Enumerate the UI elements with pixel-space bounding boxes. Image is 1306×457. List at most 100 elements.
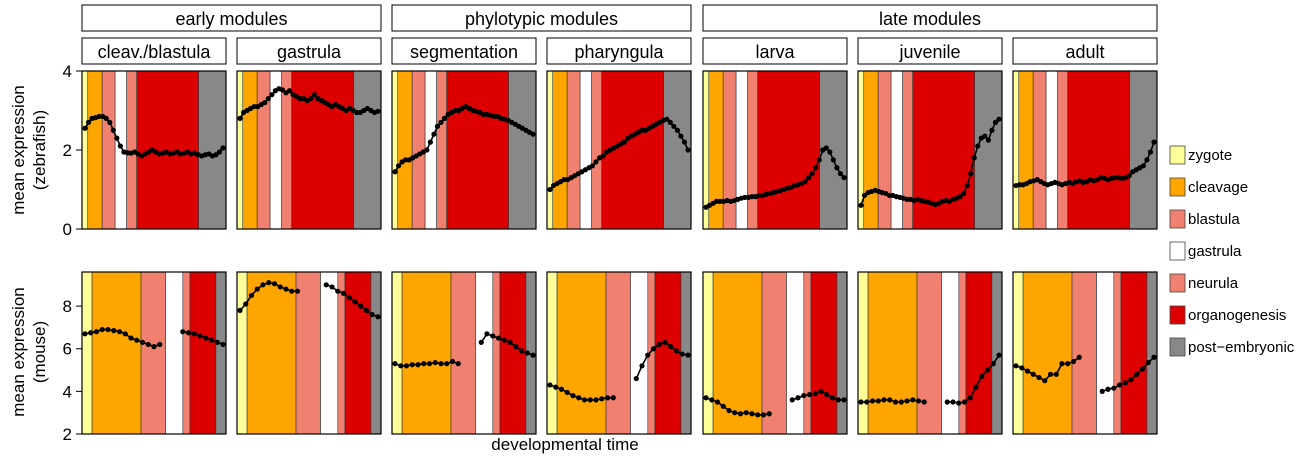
legend-swatch-zygote xyxy=(1169,145,1186,165)
panel-border xyxy=(391,271,537,435)
data-point xyxy=(858,399,864,405)
data-point xyxy=(145,341,151,348)
data-point xyxy=(220,341,226,348)
panel-border xyxy=(546,70,692,230)
stage-band-gastrula xyxy=(890,70,903,230)
panel-zebrafish-4 xyxy=(702,70,848,230)
data-point xyxy=(237,115,243,121)
y-axis-label-zebrafish-line2: (zebrafish) xyxy=(30,110,49,190)
data-point xyxy=(967,395,973,401)
data-point xyxy=(289,288,295,294)
data-point xyxy=(444,361,450,367)
data-point xyxy=(277,284,283,290)
y-axis-label-mouse-line2: (mouse) xyxy=(30,321,49,383)
group-strip-label-late: late modules xyxy=(879,9,981,29)
data-point xyxy=(478,339,484,345)
data-point xyxy=(985,137,991,143)
stage-band-organogenesis xyxy=(1067,70,1130,230)
data-point xyxy=(841,175,847,181)
data-point xyxy=(973,384,979,390)
module-strip-juvenile xyxy=(857,37,1003,65)
panel-border xyxy=(236,271,382,435)
stage-band-blastula xyxy=(1032,70,1047,230)
data-point xyxy=(431,131,437,137)
data-point xyxy=(881,397,887,403)
module-strip-pharyngula xyxy=(546,37,692,65)
stage-band-postembryonic xyxy=(215,271,227,435)
y-tick-label-mouse: 4 xyxy=(63,382,72,401)
data-point xyxy=(892,399,899,405)
data-point xyxy=(438,361,444,367)
stage-band-gastrula xyxy=(579,70,592,230)
data-point xyxy=(801,393,807,399)
stage-band-gastrula xyxy=(165,271,184,435)
data-point xyxy=(875,398,881,404)
stage-band-neurula xyxy=(803,271,812,435)
data-point xyxy=(1144,157,1150,163)
data-point xyxy=(979,373,985,380)
data-point xyxy=(352,299,358,305)
x-axis-label: developmental time xyxy=(491,435,638,454)
data-point xyxy=(858,202,864,208)
data-point xyxy=(1065,361,1071,367)
stage-band-zygote xyxy=(236,271,248,435)
data-point xyxy=(122,331,128,337)
stage-band-postembryonic xyxy=(370,271,382,435)
data-point xyxy=(812,390,818,397)
data-point xyxy=(139,339,146,345)
data-point xyxy=(593,397,599,403)
legend-swatch-organogenesis xyxy=(1169,305,1186,325)
data-point xyxy=(262,100,268,106)
data-point xyxy=(667,119,673,125)
data-point xyxy=(996,352,1002,358)
stage-band-organogenesis xyxy=(912,70,975,230)
stage-band-postembryonic xyxy=(974,70,1003,230)
data-point xyxy=(269,92,275,98)
panel-zebrafish-6 xyxy=(1012,70,1158,230)
y-axis-label-mouse-line1: mean expression xyxy=(9,287,28,416)
panel-border xyxy=(702,271,848,435)
data-point xyxy=(398,363,404,369)
data-point xyxy=(957,194,963,200)
stage-band-organogenesis xyxy=(810,271,838,435)
data-point xyxy=(921,399,927,405)
data-point xyxy=(213,152,219,158)
group-strip-phylotypic xyxy=(391,4,692,32)
stage-band-blastula xyxy=(450,271,476,435)
data-point xyxy=(375,314,381,320)
legend-swatch-postembryonic xyxy=(1169,337,1186,357)
panel-border xyxy=(391,70,537,230)
group-strip-label-early: early modules xyxy=(175,9,287,29)
data-point xyxy=(214,339,220,345)
stage-band-cleavage xyxy=(397,70,413,230)
panel-border xyxy=(236,70,382,230)
data-point xyxy=(576,395,582,401)
data-point xyxy=(1122,380,1128,386)
data-point xyxy=(910,397,916,403)
data-point xyxy=(802,179,808,185)
data-point xyxy=(449,358,456,365)
y-tick-label-zebrafish: 0 xyxy=(63,220,72,239)
data-point xyxy=(254,286,260,292)
data-point xyxy=(1047,371,1054,377)
stage-band-zygote xyxy=(546,271,558,435)
data-point xyxy=(975,143,981,149)
data-point xyxy=(968,171,974,177)
data-point xyxy=(111,328,117,334)
data-point xyxy=(237,307,243,313)
data-point xyxy=(806,391,813,398)
data-point xyxy=(989,127,995,133)
data-point xyxy=(668,344,674,350)
data-point xyxy=(110,127,116,133)
data-point xyxy=(286,88,293,94)
data-point xyxy=(685,352,691,358)
stage-band-zygote xyxy=(81,70,89,230)
stage-band-neurula xyxy=(902,70,914,230)
stage-band-zygote xyxy=(391,271,403,435)
data-point xyxy=(861,192,868,199)
module-strip-label-larva: larva xyxy=(755,42,795,62)
data-point xyxy=(1070,358,1077,365)
data-point xyxy=(990,361,996,367)
stage-band-zygote xyxy=(1012,70,1020,230)
data-point xyxy=(950,399,956,405)
